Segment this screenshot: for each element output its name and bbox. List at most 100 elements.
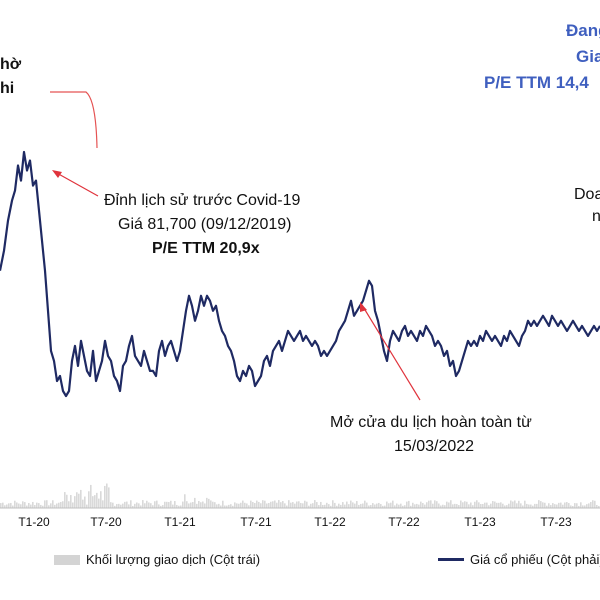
volume-bar (6, 504, 8, 508)
volume-bar (272, 501, 274, 508)
reopen-annotation-line2: 15/03/2022 (394, 438, 475, 455)
volume-bar (358, 504, 360, 508)
volume-bar (182, 501, 184, 508)
peak-annotation-line3: P/E TTM 20,9x (152, 240, 260, 257)
x-tick-label: T1-22 (314, 515, 346, 529)
volume-bar (514, 500, 516, 508)
volume-bar (128, 504, 130, 508)
volume-bar (528, 504, 530, 508)
price-series-line (0, 150, 600, 398)
volume-bar (378, 502, 380, 508)
volume-bar (146, 500, 148, 508)
volume-bar (374, 504, 376, 508)
volume-bar (364, 500, 366, 508)
volume-bar (138, 503, 140, 508)
volume-bar (108, 487, 110, 508)
volume-bar (412, 502, 414, 508)
volume-bar (226, 505, 228, 508)
volume-bar (392, 500, 394, 508)
volume-bar (380, 504, 382, 508)
volume-bar (150, 503, 152, 508)
volume-bar (396, 503, 398, 508)
volume-bar (552, 503, 554, 508)
top-right-label-3: P/E TTM 14,4 (484, 73, 589, 92)
volume-bar (180, 505, 182, 508)
volume-bar (438, 503, 440, 508)
volume-bar (62, 501, 64, 508)
volume-bar (418, 504, 420, 508)
x-tick-label: T1-20 (18, 515, 50, 529)
volume-bar (232, 505, 234, 508)
volume-bar (30, 504, 32, 508)
volume-bar (352, 502, 354, 508)
volume-bar (572, 505, 574, 508)
volume-bar (36, 502, 38, 508)
volume-bar (468, 504, 470, 508)
volume-bar (574, 503, 576, 508)
volume-bar (122, 503, 124, 508)
volume-bar (282, 501, 284, 508)
x-tick-labels: T1-20 T7-20 T1-21 T7-21 T1-22 T7-22 T1-23 T7-23 (18, 515, 572, 529)
volume-bar (166, 501, 168, 508)
volume-bar (26, 505, 28, 508)
volume-bar (384, 505, 386, 508)
volume-bar (558, 502, 560, 508)
volume-bar (484, 502, 486, 508)
volume-bar (200, 502, 202, 508)
volume-bar (214, 502, 216, 508)
volume-bar (4, 505, 6, 508)
volume-bar (48, 505, 50, 508)
volume-bar (362, 503, 364, 508)
volume-bar (264, 500, 266, 508)
volume-bar (72, 502, 74, 508)
volume-bar (120, 504, 122, 508)
volume-bar (578, 505, 580, 508)
volume-bar (204, 503, 206, 508)
volume-bar (426, 502, 428, 508)
volume-bar (106, 483, 108, 508)
volume-bar (542, 502, 544, 508)
volume-bar (478, 502, 480, 508)
volume-bar (248, 505, 250, 508)
volume-bar (16, 502, 18, 508)
x-tick-label: T1-23 (464, 515, 496, 529)
volume-bar (376, 503, 378, 508)
reopen-arrow (361, 304, 421, 401)
volume-bar (492, 501, 494, 508)
volume-bar (512, 501, 514, 508)
volume-bar (402, 505, 404, 508)
volume-bar (460, 500, 462, 508)
volume-bar (408, 500, 410, 508)
volume-bar (562, 504, 564, 508)
volume-bar (170, 500, 172, 508)
volume-bar (518, 500, 520, 508)
volume-bar (194, 497, 196, 508)
volume-bar (314, 500, 316, 508)
volume-bar (464, 501, 466, 508)
volume-bar (286, 505, 288, 508)
volume-bar (442, 504, 444, 508)
volume-bar (456, 504, 458, 508)
volume-bar (206, 497, 208, 508)
volume-bar (338, 503, 340, 508)
volume-bar (110, 502, 112, 508)
volume-bar (434, 500, 436, 508)
volume-bar (262, 500, 264, 508)
volume-bar (490, 503, 492, 508)
volume-bar (148, 502, 150, 508)
volume-bar (410, 505, 412, 508)
volume-bar (236, 503, 238, 508)
volume-bar (114, 505, 116, 508)
volume-bar (266, 503, 268, 508)
volume-bar (488, 505, 490, 508)
volume-bar (208, 498, 210, 508)
volume-bar (386, 501, 388, 508)
volume-bar (260, 503, 262, 508)
volume-bar (112, 502, 114, 508)
volume-bar (576, 503, 578, 508)
volume-bar (164, 501, 166, 508)
volume-bar (44, 500, 46, 508)
volume-bar (400, 503, 402, 508)
peak-arrowhead (52, 170, 62, 178)
volume-bar (210, 500, 212, 508)
